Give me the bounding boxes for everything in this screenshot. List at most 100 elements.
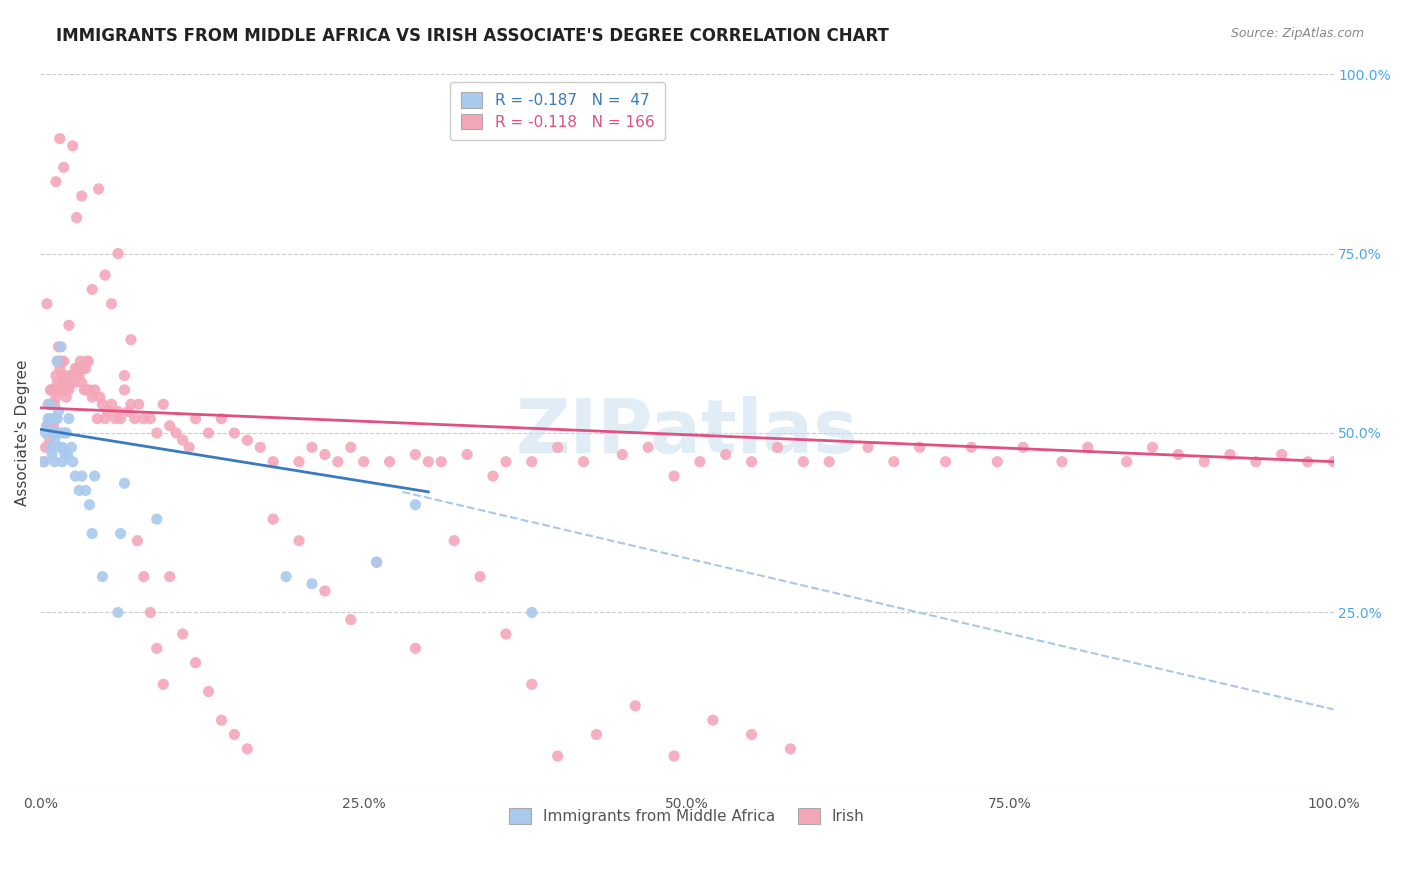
Point: [1050, 455, 1073, 469]
Point: [612, 448, 634, 462]
Point: [179, 441, 201, 455]
Point: [1244, 455, 1267, 469]
Point: [495, 627, 517, 641]
Point: [128, 397, 150, 411]
Point: [76, 383, 98, 397]
Point: [197, 684, 219, 698]
Point: [986, 455, 1008, 469]
Point: [67, 483, 90, 498]
Point: [120, 397, 142, 411]
Point: [49, 131, 72, 145]
Point: [49, 354, 72, 368]
Point: [110, 526, 132, 541]
Point: [42, 425, 65, 440]
Text: ZIPatlas: ZIPatlas: [516, 396, 858, 469]
Point: [97, 404, 120, 418]
Point: [184, 656, 207, 670]
Point: [585, 727, 607, 741]
Point: [159, 569, 181, 583]
Text: IMMIGRANTS FROM MIDDLE AFRICA VS IRISH ASSOCIATE'S DEGREE CORRELATION CHART: IMMIGRANTS FROM MIDDLE AFRICA VS IRISH A…: [56, 27, 889, 45]
Point: [82, 526, 104, 541]
Point: [404, 448, 426, 462]
Point: [37, 397, 59, 411]
Point: [702, 713, 724, 727]
Point: [38, 397, 60, 411]
Point: [49, 441, 72, 455]
Point: [65, 368, 87, 383]
Point: [139, 411, 162, 425]
Text: Source: ZipAtlas.com: Source: ZipAtlas.com: [1230, 27, 1364, 40]
Point: [1167, 448, 1189, 462]
Point: [468, 569, 491, 583]
Point: [49, 383, 72, 397]
Point: [35, 418, 58, 433]
Point: [132, 569, 155, 583]
Point: [79, 383, 101, 397]
Point: [32, 455, 55, 469]
Point: [378, 455, 401, 469]
Point: [288, 533, 311, 548]
Point: [779, 742, 801, 756]
Point: [48, 404, 70, 418]
Point: [741, 727, 763, 741]
Point: [117, 404, 139, 418]
Point: [624, 698, 647, 713]
Point: [146, 425, 169, 440]
Point: [49, 425, 72, 440]
Point: [224, 727, 246, 741]
Point: [1296, 455, 1319, 469]
Point: [107, 606, 129, 620]
Point: [197, 425, 219, 440]
Point: [301, 441, 323, 455]
Point: [1192, 455, 1215, 469]
Point: [38, 418, 60, 433]
Point: [114, 383, 136, 397]
Point: [262, 455, 284, 469]
Point: [960, 441, 983, 455]
Point: [75, 483, 97, 498]
Point: [172, 433, 194, 447]
Point: [75, 361, 97, 376]
Point: [53, 368, 76, 383]
Point: [107, 404, 129, 418]
Point: [49, 340, 72, 354]
Point: [301, 576, 323, 591]
Point: [236, 433, 259, 447]
Point: [430, 455, 453, 469]
Point: [1077, 441, 1099, 455]
Point: [55, 425, 77, 440]
Point: [274, 569, 297, 583]
Point: [35, 297, 58, 311]
Point: [53, 448, 76, 462]
Point: [520, 606, 543, 620]
Point: [34, 455, 56, 469]
Point: [82, 390, 104, 404]
Point: [94, 411, 117, 425]
Point: [127, 533, 149, 548]
Point: [443, 533, 465, 548]
Point: [49, 361, 72, 376]
Point: [139, 606, 162, 620]
Point: [56, 376, 79, 390]
Point: [86, 411, 108, 425]
Point: [339, 613, 361, 627]
Point: [662, 469, 685, 483]
Point: [1271, 448, 1294, 462]
Point: [70, 189, 93, 203]
Point: [65, 211, 87, 225]
Point: [58, 411, 80, 425]
Point: [547, 749, 569, 764]
Point: [741, 455, 763, 469]
Point: [38, 411, 60, 425]
Point: [114, 368, 136, 383]
Point: [77, 354, 100, 368]
Point: [70, 469, 93, 483]
Point: [100, 397, 122, 411]
Point: [79, 498, 101, 512]
Point: [53, 383, 76, 397]
Point: [120, 333, 142, 347]
Point: [52, 425, 75, 440]
Point: [52, 354, 75, 368]
Point: [1219, 448, 1241, 462]
Point: [107, 246, 129, 260]
